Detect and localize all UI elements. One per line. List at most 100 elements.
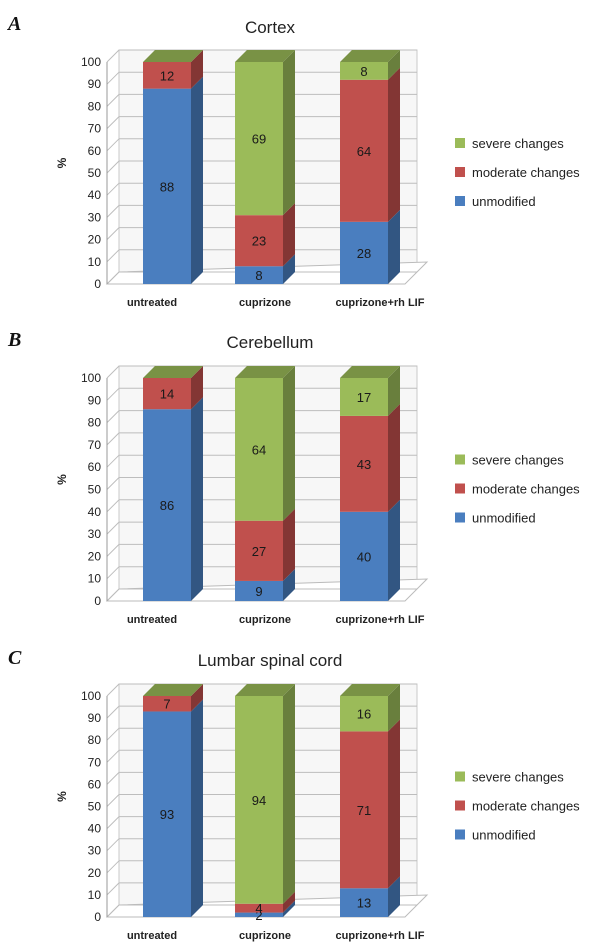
y-tick-label: 100 [81,689,101,703]
y-tick-label: 10 [88,572,102,586]
gridline-diagonal [106,683,120,697]
data-label: 69 [252,132,266,147]
legend-label-unmodified: unmodified [472,194,536,209]
y-tick-label: 90 [88,393,102,407]
bar-unmodified-1 [143,711,191,917]
legend-label-severe: severe changes [472,770,564,785]
x-tick-label: cuprizone [239,930,291,942]
chart-title: Cerebellum [227,333,314,352]
y-tick-label: 50 [88,483,102,497]
y-tick-label: 40 [88,188,102,202]
bar-unmodified-1 [143,409,191,601]
bar-unmodified-3-side [388,209,400,284]
y-tick-label: 100 [81,371,101,385]
data-label: 43 [357,457,371,472]
data-label: 88 [160,179,174,194]
y-tick-label: 10 [88,255,102,269]
gridline-diagonal [106,727,120,741]
gridline-diagonal [106,71,120,85]
bar-unmodified-3 [340,888,388,917]
gridline-diagonal [106,49,120,63]
y-tick-label: 50 [88,166,102,180]
bar-moderate-2-side [283,203,295,267]
bar-moderate-3 [340,79,388,222]
gridline-diagonal [106,544,120,557]
x-tick-label: cuprizone [239,297,291,309]
legend-swatch-severe [455,771,465,782]
bar-unmodified-2 [235,266,283,284]
legend-swatch-severe [455,138,465,148]
data-label: 86 [160,498,174,513]
gridline-diagonal [106,588,120,602]
y-tick-label: 30 [88,210,102,224]
gridline-diagonal [106,749,120,763]
y-tick-label: 10 [88,888,102,902]
bar-severe-2-side [283,684,295,904]
bar-top-cap [143,50,203,62]
legend-swatch-severe [455,454,465,465]
legend-label-severe: severe changes [472,453,564,468]
bar-severe-3-side [388,684,400,732]
gridline-diagonal [106,271,120,285]
y-tick-label: 60 [88,460,102,474]
y-tick-label: 80 [88,99,102,113]
legend-label-moderate: moderate changes [472,165,580,180]
bar-severe-2-side [283,50,295,216]
panel-letter: A [6,13,21,35]
y-tick-label: 20 [88,233,102,247]
bar-moderate-3-side [388,719,400,889]
bar-moderate-2-side [283,891,295,913]
bar-severe-2 [235,62,283,216]
legend-label-unmodified: unmodified [472,511,536,526]
y-axis-label: % [55,157,69,168]
bar-unmodified-2-side [283,900,295,917]
legend-label-severe: severe changes [472,136,564,151]
gridline-diagonal [106,521,120,535]
y-tick-label: 70 [88,122,102,136]
data-label: 40 [357,549,371,564]
bar-top-cap [235,366,295,378]
bar-unmodified-2-side [283,254,295,284]
y-tick-label: 80 [88,733,102,747]
bar-unmodified-1-side [191,76,203,284]
y-tick-label: 30 [88,844,102,858]
data-label: 27 [252,544,266,559]
y-tick-label: 90 [88,77,102,91]
data-label: 14 [160,387,174,402]
bar-severe-2 [235,378,283,521]
bar-moderate-1-side [191,366,203,410]
y-tick-label: 20 [88,549,102,563]
bar-moderate-3 [340,731,388,889]
gridline-diagonal [106,116,120,129]
chart-title: Lumbar spinal cord [198,651,343,670]
bar-severe-3-side [388,50,400,80]
y-tick-label: 30 [88,527,102,541]
bar-unmodified-3 [340,511,388,601]
data-label: 13 [357,896,371,911]
y-tick-label: 80 [88,416,102,430]
x-tick-label: cuprizone+rh LIF [336,930,425,942]
panel-letter: C [8,647,22,669]
bar-moderate-2 [235,903,283,913]
x-tick-label: cuprizone [239,614,291,626]
bar-severe-3-side [388,366,400,416]
y-tick-label: 100 [81,55,101,69]
bar-unmodified-1-side [191,397,203,601]
legend-label-moderate: moderate changes [472,482,580,497]
bar-top-cap [235,50,295,62]
bar-moderate-2-side [283,508,295,581]
data-label: 23 [252,234,266,249]
bar-top-cap [235,684,295,696]
bar-unmodified-2-side [283,568,295,601]
bar-unmodified-1-side [191,699,203,917]
bar-unmodified-1 [143,88,191,284]
y-axis-label: % [55,791,69,802]
gridline-diagonal [106,205,120,218]
bar-unmodified-3-side [388,499,400,601]
y-axis-label: % [55,474,69,485]
bar-moderate-1 [143,696,191,712]
y-tick-label: 0 [94,277,101,291]
data-label: 94 [252,793,266,808]
x-tick-label: untreated [127,930,177,942]
bar-moderate-2 [235,520,283,581]
